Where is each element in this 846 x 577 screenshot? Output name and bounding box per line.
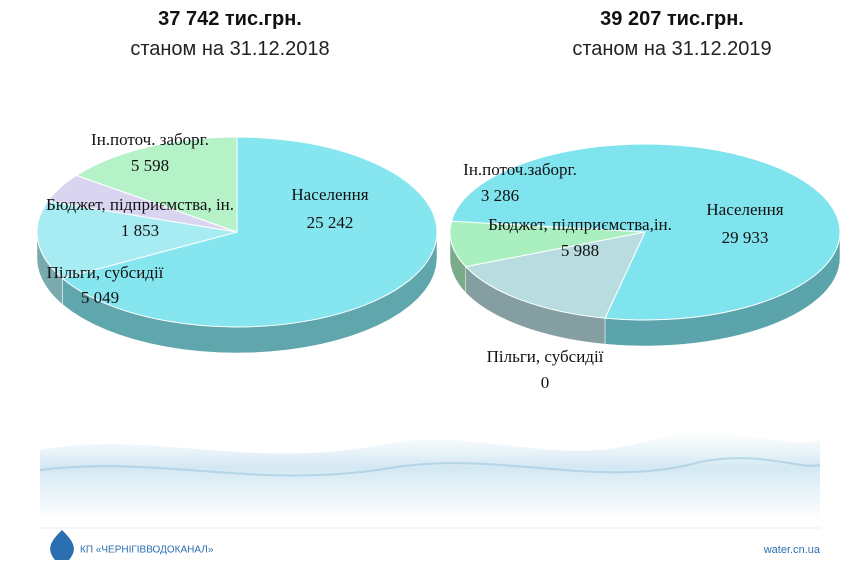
slice-label: Пільги, субсидії (487, 347, 604, 366)
chart-title: 39 207 тис.грн. (600, 8, 744, 30)
slice-value: 5 988 (561, 241, 599, 260)
slice-label: Бюджет, підприємства, ін. (46, 195, 234, 214)
chart-title: 37 742 тис.грн. (158, 8, 302, 30)
slice-value: 5 049 (81, 288, 119, 307)
slice-label: Ін.поточ. заборг. (91, 130, 209, 149)
slice-label: Населення (706, 200, 783, 219)
pie-slice (450, 143, 841, 321)
chart-subtitle: станом на 31.12.2018 (130, 38, 329, 60)
footer-site: water.cn.ua (763, 544, 821, 556)
pie-slice (464, 231, 646, 319)
slice-value: 5 598 (131, 156, 169, 175)
pie-slice (449, 220, 646, 268)
pie-slice (61, 136, 438, 328)
water-wave (39, 457, 821, 477)
slice-value: 3 286 (481, 186, 519, 205)
pie-slice (36, 200, 238, 279)
logo (50, 530, 74, 560)
slice-value: 29 933 (722, 228, 769, 247)
slice-label: Бюджет, підприємства,ін. (488, 215, 672, 234)
pie-slice (75, 136, 238, 233)
slice-label: Пільги, субсидії (47, 263, 164, 282)
slice-value: 1 853 (121, 221, 159, 240)
slice-value: 0 (541, 373, 550, 392)
slice-label: Населення (291, 185, 368, 204)
chart-subtitle: станом на 31.12.2019 (572, 38, 771, 60)
slice-value: 25 242 (307, 213, 354, 232)
slice-label: Ін.поточ.заборг. (463, 160, 577, 179)
footer-org: КП «ЧЕРНІГІВВОДОКАНАЛ» (80, 545, 214, 556)
water-decoration (40, 432, 820, 520)
